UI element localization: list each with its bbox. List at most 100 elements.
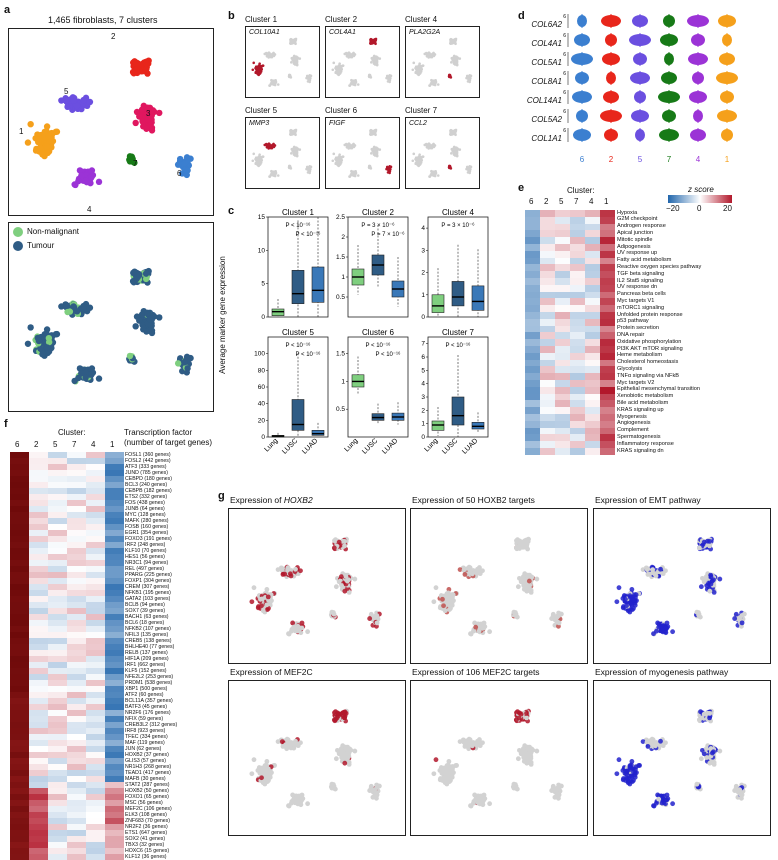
cell-point (143, 60, 149, 66)
cell-point (516, 756, 521, 761)
cell-point (455, 58, 458, 61)
expression-tsne-plot (228, 680, 406, 836)
title-text: Expression of myogenesis pathway (595, 667, 728, 677)
heatmap-cell (570, 332, 585, 339)
cell-point (156, 110, 162, 116)
heatmap-cell (525, 224, 540, 231)
cell-point (740, 620, 745, 625)
heatmap-cell (555, 244, 570, 251)
cell-point (132, 120, 138, 126)
violin-cluster-label: 6 (580, 155, 585, 164)
cell-point (294, 39, 297, 42)
cell-point (623, 597, 628, 602)
cell-point (46, 133, 52, 139)
heatmap-cell (555, 339, 570, 346)
heatmap-cell (555, 210, 570, 217)
tsne-subplot-title: Cluster 4 (405, 15, 437, 24)
heatmap-cell (555, 285, 570, 292)
heatmap-cell (555, 312, 570, 319)
cell-point (385, 168, 388, 171)
cell-point (467, 739, 472, 744)
heatmap-cell (585, 258, 600, 265)
heatmap-cell (570, 421, 585, 428)
expression-tsne-plot (410, 508, 588, 664)
cell-point (143, 328, 149, 334)
heatmap-cell (555, 353, 570, 360)
heatmap-cell (570, 380, 585, 387)
cell-point (554, 787, 559, 792)
violin-cluster-label: 2 (609, 155, 614, 164)
cell-point (454, 39, 457, 42)
heatmap-cell (585, 244, 600, 251)
cell-point (332, 546, 337, 551)
title-text: Expression of MEF2C (230, 667, 313, 677)
cell-point (87, 99, 93, 105)
cell-point (298, 148, 301, 151)
pathway-label: Hypoxia (617, 210, 637, 217)
heatmap-cell (540, 346, 555, 353)
cell-point (697, 718, 702, 723)
cell-point (370, 61, 373, 64)
y-tick-label: 100 (254, 351, 265, 358)
cell-point (46, 335, 52, 341)
cell-point (468, 167, 471, 170)
cell-point (655, 621, 660, 626)
y-tick-label: 2 (341, 234, 345, 241)
cell-point (281, 744, 286, 749)
cell-point (339, 66, 342, 69)
heatmap-cell (540, 421, 555, 428)
expression-points (229, 509, 405, 663)
cell-point (482, 793, 487, 798)
y-tick-label: 4 (421, 381, 425, 388)
heatmap-cell (570, 285, 585, 292)
cell-point (369, 133, 372, 136)
heatmap-cell (525, 346, 540, 353)
x-category-label: LUAD (461, 437, 479, 455)
cell-point (258, 597, 263, 602)
pathway-label: Myogenesis (617, 414, 647, 421)
cell-point (415, 158, 418, 161)
cell-point (288, 165, 291, 168)
cell-point (451, 39, 454, 42)
cell-point (295, 629, 300, 634)
boxplot-title: Cluster 6 (362, 328, 395, 337)
expression-tsne-plot (593, 680, 771, 836)
cell-point (415, 67, 418, 70)
heatmap-cell (540, 332, 555, 339)
cell-point (469, 79, 472, 82)
heatmap-cell (525, 366, 540, 373)
cell-point (291, 150, 294, 153)
cell-point (290, 621, 295, 626)
cell-point (375, 792, 380, 797)
cell-point (274, 172, 277, 175)
p-value-annotation: P < 10⁻¹⁶ (285, 222, 311, 229)
cell-point (480, 568, 485, 573)
cell-point (371, 130, 374, 133)
heatmap-cell (540, 428, 555, 435)
cell-point (274, 79, 277, 82)
heatmap-cell (525, 414, 540, 421)
y-tick-label: 7 (421, 341, 425, 348)
y-tick-label: 0 (261, 434, 265, 441)
heatmap-cell (570, 387, 585, 394)
panel-e-zscore-label: z score (688, 185, 714, 194)
heatmap-cell (555, 305, 570, 312)
cell-point (88, 174, 94, 180)
legend-tumour-label: Tumour (27, 241, 54, 250)
heatmap-cell (600, 251, 615, 258)
heatmap-cell (570, 360, 585, 367)
violin-gene-label: COL6A2 (516, 20, 562, 29)
cell-point (516, 584, 521, 589)
cell-point (44, 143, 50, 149)
heatmap-cell (600, 394, 615, 401)
cell-point (374, 130, 377, 133)
heatmap-cell (540, 251, 555, 258)
boxplot-box (472, 286, 484, 310)
heatmap-cell (600, 258, 615, 265)
cell-point (339, 157, 342, 160)
cell-point (143, 66, 149, 72)
heatmap-cell (555, 448, 570, 455)
expression-tsne-plot (410, 680, 588, 836)
cell-point (418, 161, 421, 164)
marker-tsne-subplot: FIGF (325, 117, 400, 189)
